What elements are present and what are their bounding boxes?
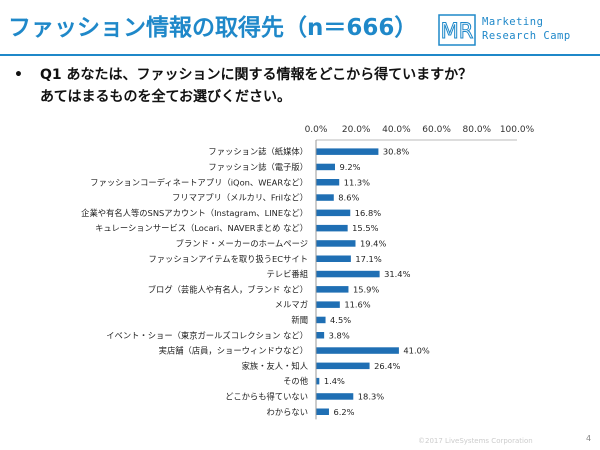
question-line-1: Q1 あなたは、ファッションに関する情報をどこから得ていますか？ [40, 67, 473, 83]
data-label: 41.0% [403, 346, 429, 356]
bar [316, 194, 334, 201]
data-label: 6.2% [333, 407, 354, 417]
data-label: 9.2% [339, 162, 360, 172]
logo-text: Marketing Research Camp [482, 15, 571, 43]
category-label: ファッションアイテムを取り扱うECサイト [148, 254, 308, 264]
logo-mark-icon: MR [438, 14, 476, 46]
logo-mark-text: MR [441, 19, 474, 43]
data-label: 17.1% [355, 254, 381, 264]
data-label: 31.4% [384, 269, 410, 279]
page-title: ファッション情報の取得先（n＝666） [8, 15, 418, 41]
bar [316, 224, 348, 232]
bar [316, 286, 349, 293]
data-label: 8.6% [338, 193, 359, 203]
header-divider [0, 54, 600, 56]
bar [316, 240, 356, 247]
category-label: 企業や有名人等のSNSアカウント（Instagram、LINEなど） [81, 208, 308, 218]
bar [316, 377, 320, 385]
data-label: 19.4% [360, 238, 386, 248]
bar [316, 163, 335, 171]
data-label: 11.6% [344, 300, 370, 310]
data-label: 16.8% [355, 208, 381, 218]
category-label: メルマガ [275, 300, 308, 310]
page-number: 4 [586, 434, 592, 443]
data-label: 1.4% [324, 376, 345, 386]
category-label: ブログ（芸能人や有名人，ブランド など） [148, 284, 308, 294]
data-label: 3.8% [329, 330, 350, 340]
logo-line-2: Research Camp [482, 30, 571, 42]
question-line-2: あてはまるものを全てお選びください。 [40, 89, 292, 105]
question-bullet: • [14, 67, 23, 83]
data-label: 11.3% [344, 177, 370, 187]
bar [316, 209, 351, 217]
data-label: 4.5% [330, 315, 351, 325]
category-label: 家族・友人・知人 [242, 361, 308, 371]
data-label: 15.9% [353, 284, 379, 294]
category-label: ファッション誌（電子版） [208, 162, 308, 172]
category-label: テレビ番組 [267, 269, 309, 279]
bar-chart: 0.0% 20.0% 40.0% 60.0% 80.0% 100.0% ファッション誌（紙媒… [81, 125, 535, 420]
category-label: 新聞 [291, 315, 308, 325]
bar [316, 316, 326, 324]
x-tick-label: 40.0% [382, 125, 411, 135]
category-label: どこからも得ていない [225, 391, 308, 401]
data-label: 15.5% [352, 223, 378, 233]
bar [316, 179, 340, 186]
bar [316, 301, 340, 308]
category-label: フリマアプリ（メルカリ、Frilなど） [172, 193, 308, 203]
category-label: キュレーションサービス（Locari、NAVERまとめ など） [95, 223, 308, 233]
x-tick-label: 0.0% [305, 125, 328, 135]
category-label: ブランド・メーカーのホームページ [176, 238, 308, 248]
data-label: 26.4% [374, 361, 400, 371]
category-label: わからない [267, 407, 309, 417]
x-tick-label: 80.0% [463, 125, 492, 135]
category-label: 実店舗（店員，ショーウィンドウなど） [159, 346, 308, 356]
brand-logo: MR Marketing Research Camp [438, 14, 588, 48]
x-tick-label: 20.0% [342, 125, 371, 135]
data-label: 18.3% [358, 391, 384, 401]
data-label: 30.8% [383, 147, 409, 157]
logo-line-1: Marketing [482, 16, 544, 28]
category-label: ファッション誌（紙媒体） [208, 147, 308, 157]
category-label: ファッションコーディネートアプリ（iQon、WEARなど） [90, 177, 308, 187]
copyright-text: ©2017 LiveSystems Corporation [418, 437, 533, 445]
bar [316, 148, 379, 155]
bar [316, 270, 380, 278]
x-tick-label: 100.0% [500, 125, 535, 135]
bar [316, 393, 354, 400]
question-text: • Q1 あなたは、ファッションに関する情報をどこから得ていますか？ あてはまるも… [14, 64, 472, 108]
bar [316, 408, 329, 415]
bar [316, 255, 351, 262]
category-label: イベント・ショー（東京ガールズコレクション など） [106, 330, 308, 340]
bar [316, 347, 399, 354]
bar [316, 332, 325, 339]
category-label: その他 [283, 376, 308, 386]
bar [316, 362, 370, 370]
x-tick-label: 60.0% [422, 125, 451, 135]
